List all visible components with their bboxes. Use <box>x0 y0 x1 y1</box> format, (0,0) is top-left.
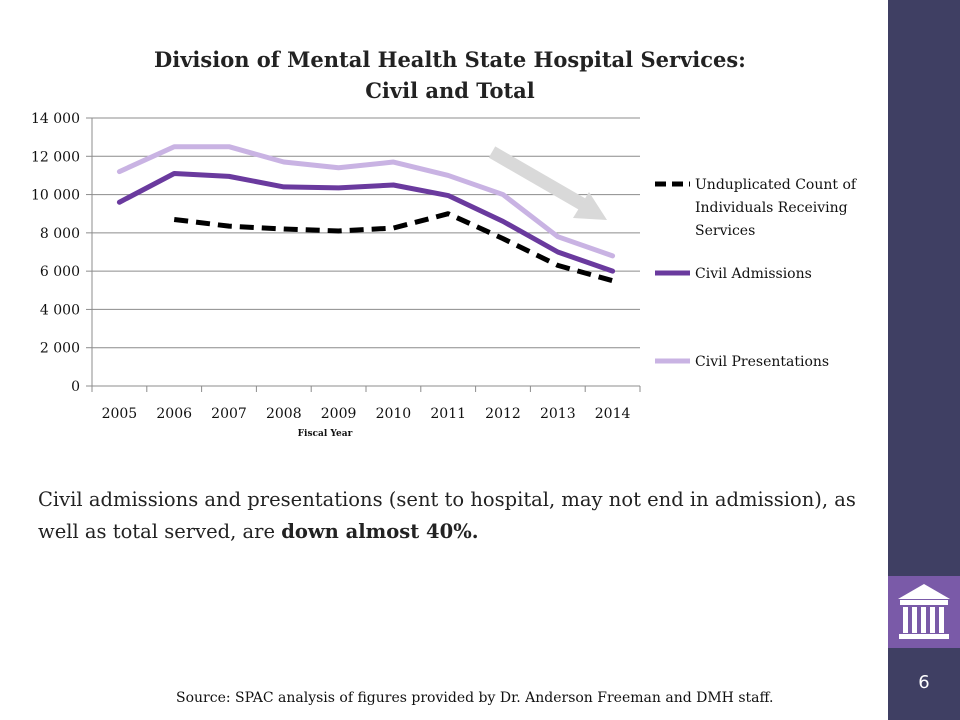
y-tick-label: 12 000 <box>31 149 80 165</box>
source-text: Source: SPAC analysis of figures provide… <box>176 690 774 706</box>
legend-layer: Unduplicated Count of Individuals Receivi… <box>655 177 858 370</box>
page-number: 6 <box>918 672 930 693</box>
legend-label: Services <box>695 223 755 239</box>
x-axis-title: Fiscal Year <box>298 429 353 439</box>
series-line-1 <box>116 171 616 274</box>
x-tick-label: 2007 <box>211 406 247 422</box>
x-tick-label: 2013 <box>540 406 576 422</box>
y-tick-label: 4 000 <box>40 302 80 318</box>
y-tick-label: 0 <box>71 379 80 395</box>
series-line-0 <box>173 211 614 284</box>
building-columns-icon <box>898 584 950 639</box>
summary-emphasis: down almost 40%. <box>281 520 479 543</box>
y-tick-label: 6 000 <box>40 264 80 280</box>
series-layer <box>116 144 616 284</box>
x-tick-label: 2012 <box>485 406 521 422</box>
x-tick-label: 2014 <box>595 406 631 422</box>
line-chart: 0 2 000 4 000 6 000 8 000 10 000 12 000 14 000 2… <box>31 111 858 439</box>
trend-arrow-layer <box>488 146 607 220</box>
x-tick-label: 2006 <box>156 406 192 422</box>
axis-layer: 0 2 000 4 000 6 000 8 000 10 000 12 000 14 000 2… <box>31 111 641 422</box>
legend-label: Civil Admissions <box>695 266 812 282</box>
legend-label: Civil Presentations <box>695 354 829 370</box>
summary-text: Civil admissions and presentations (sent… <box>38 484 858 548</box>
legend-label: Individuals Receiving <box>695 200 848 216</box>
x-tick-label: 2008 <box>266 406 302 422</box>
x-tick-label: 2011 <box>430 406 466 422</box>
trend-arrow-shaft <box>488 146 586 210</box>
y-tick-label: 2 000 <box>40 341 80 357</box>
y-tick-label: 8 000 <box>40 226 80 242</box>
x-tick-label: 2010 <box>376 406 412 422</box>
chart-title: Division of Mental Health State Hospital… <box>90 44 810 106</box>
chart-title-line-2: Civil and Total <box>365 78 535 103</box>
grid-layer <box>92 117 640 349</box>
legend-label: Unduplicated Count of <box>695 177 858 193</box>
y-tick-label: 14 000 <box>31 111 80 127</box>
series-line-2 <box>116 144 616 259</box>
x-tick-label: 2009 <box>321 406 357 422</box>
logo-box <box>888 576 960 648</box>
y-tick-label: 10 000 <box>31 188 80 204</box>
x-tick-label: 2005 <box>102 406 138 422</box>
summary-prefix: Civil admissions and presentations (sent… <box>38 488 856 543</box>
trend-arrow-head <box>573 192 607 220</box>
chart-title-line-1: Division of Mental Health State Hospital… <box>154 47 746 72</box>
